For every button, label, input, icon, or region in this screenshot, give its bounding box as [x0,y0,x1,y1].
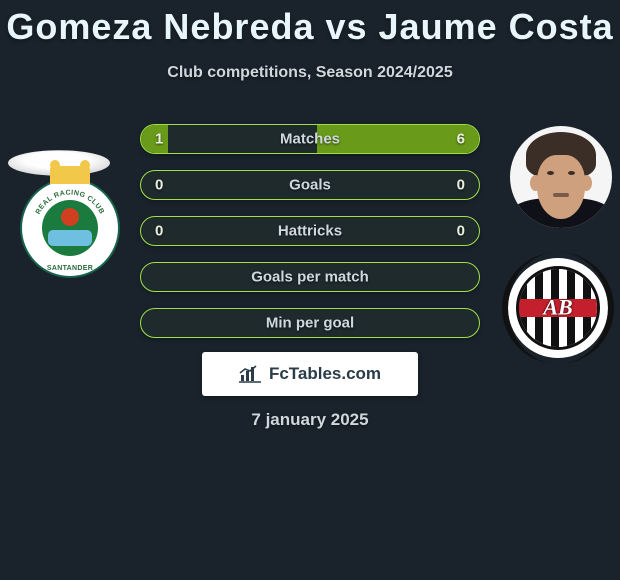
club-left-strap: SANTANDER [47,265,93,272]
club-logo-right: AB [508,258,608,358]
stat-row-hattricks: 0 Hattricks 0 [140,216,480,246]
stats-bars: 1 Matches 6 0 Goals 0 0 Hattricks 0 Goal… [140,124,480,354]
stat-label: Min per goal [141,315,479,332]
stat-value-right: 6 [429,131,465,148]
player-photo-right [510,126,612,228]
branding-text: FcTables.com [269,364,381,384]
stat-row-goals: 0 Goals 0 [140,170,480,200]
footer-date: 7 january 2025 [0,410,620,430]
club-logo-left: REAL RACING CLUB SANTANDER [20,178,120,278]
stat-row-mpg: Min per goal [140,308,480,338]
stat-value-right: 0 [429,177,465,194]
branding-box: FcTables.com [202,352,418,396]
page-subtitle: Club competitions, Season 2024/2025 [0,64,620,82]
bar-chart-icon [239,365,261,383]
club-right-monogram: AB [543,294,572,320]
page-title: Gomeza Nebreda vs Jaume Costa [0,0,620,48]
stat-label: Goals per match [141,269,479,286]
stat-row-matches: 1 Matches 6 [140,124,480,154]
stat-row-gpm: Goals per match [140,262,480,292]
stat-value-right: 0 [429,223,465,240]
